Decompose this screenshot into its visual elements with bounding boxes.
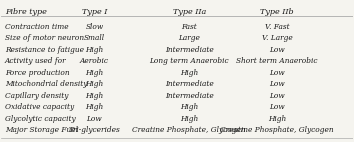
Text: Short term Anaerobic: Short term Anaerobic — [236, 57, 318, 65]
Text: Small: Small — [84, 35, 105, 42]
Text: Resistance to fatigue: Resistance to fatigue — [5, 46, 84, 54]
Text: Fibre type: Fibre type — [5, 8, 47, 16]
Text: High: High — [85, 92, 104, 100]
Text: Low: Low — [269, 103, 285, 111]
Text: Slow: Slow — [85, 23, 104, 31]
Text: High: High — [268, 115, 286, 123]
Text: Low: Low — [87, 115, 102, 123]
Text: Glycolytic capacity: Glycolytic capacity — [5, 115, 75, 123]
Text: Size of motor neuron: Size of motor neuron — [5, 35, 84, 42]
Text: Contraction time: Contraction time — [5, 23, 69, 31]
Text: V. Large: V. Large — [262, 35, 292, 42]
Text: High: High — [85, 103, 104, 111]
Text: V. Fast: V. Fast — [265, 23, 290, 31]
Text: High: High — [85, 80, 104, 88]
Text: Intermediate: Intermediate — [165, 46, 214, 54]
Text: Mitochondrial density: Mitochondrial density — [5, 80, 87, 88]
Text: Low: Low — [269, 69, 285, 77]
Text: High: High — [180, 69, 199, 77]
Text: Low: Low — [269, 80, 285, 88]
Text: High: High — [85, 46, 104, 54]
Text: Low: Low — [269, 46, 285, 54]
Text: High: High — [180, 115, 199, 123]
Text: Fast: Fast — [181, 23, 197, 31]
Text: Type IIb: Type IIb — [260, 8, 294, 16]
Text: Type IIa: Type IIa — [173, 8, 206, 16]
Text: Creatine Phosphate, Glycogen: Creatine Phosphate, Glycogen — [132, 126, 246, 134]
Text: Force production: Force production — [5, 69, 69, 77]
Text: Capillary density: Capillary density — [5, 92, 68, 100]
Text: Large: Large — [178, 35, 200, 42]
Text: Low: Low — [269, 92, 285, 100]
Text: Type I: Type I — [82, 8, 107, 16]
Text: High: High — [85, 69, 104, 77]
Text: Creatine Phosphate, Glycogen: Creatine Phosphate, Glycogen — [220, 126, 334, 134]
Text: Aerobic: Aerobic — [80, 57, 109, 65]
Text: Intermediate: Intermediate — [165, 80, 214, 88]
Text: Long term Anaerobic: Long term Anaerobic — [149, 57, 229, 65]
Text: High: High — [180, 103, 199, 111]
Text: Activity used for: Activity used for — [5, 57, 67, 65]
Text: Oxidative capacity: Oxidative capacity — [5, 103, 74, 111]
Text: Intermediate: Intermediate — [165, 92, 214, 100]
Text: Tri-glycerides: Tri-glycerides — [69, 126, 120, 134]
Text: Major Storage Fuel: Major Storage Fuel — [5, 126, 78, 134]
